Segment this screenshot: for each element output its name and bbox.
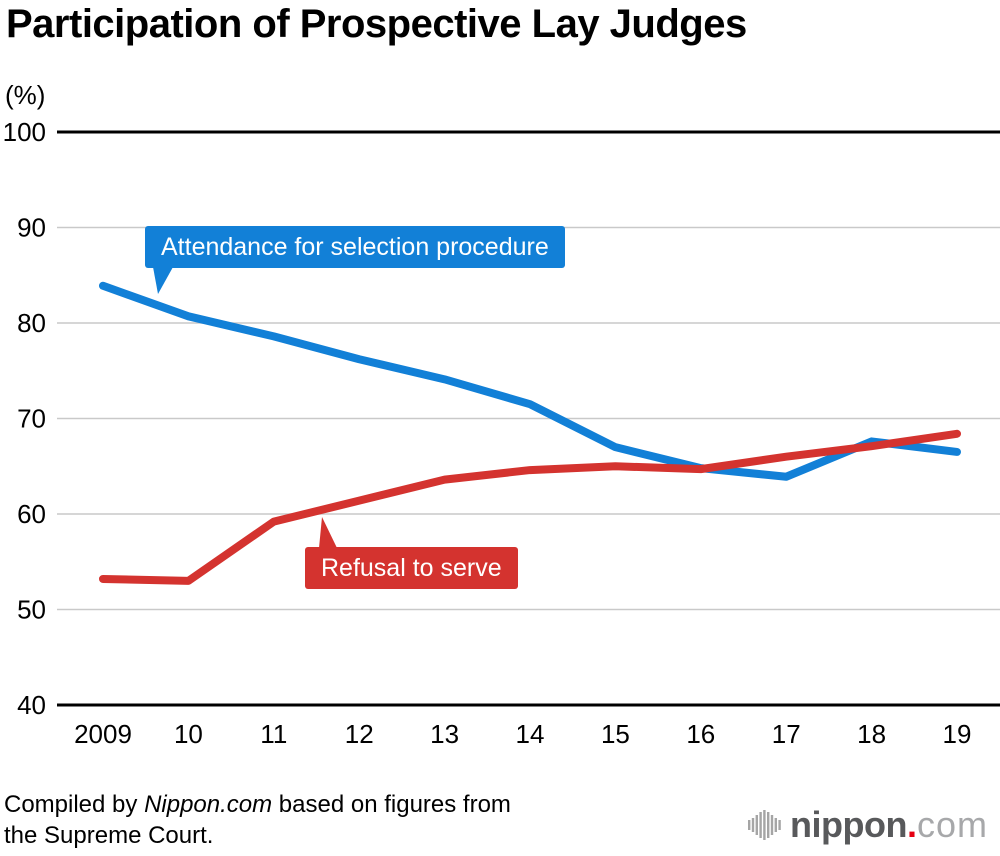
source-note-line2: the Supreme Court. <box>4 822 214 849</box>
x-tick-label: 11 <box>260 719 287 749</box>
x-tick-label: 19 <box>943 719 972 749</box>
x-tick-label: 2009 <box>74 719 132 749</box>
x-tick-label: 13 <box>430 719 459 749</box>
source-note-prefix: Compiled by <box>4 791 145 818</box>
series-label-refusal-text: Refusal to serve <box>321 554 502 582</box>
nippon-logo-dot: . <box>906 804 917 845</box>
y-tick-label: 60 <box>17 499 46 529</box>
series-line-0 <box>99 281 961 481</box>
y-tick-label: 90 <box>17 213 46 243</box>
y-tick-label: 40 <box>17 690 46 720</box>
x-tick-label: 14 <box>516 719 545 749</box>
x-tick-label: 10 <box>174 719 203 749</box>
y-tick-label: 100 <box>3 117 46 147</box>
nippon-logo: nippon. com <box>748 804 988 846</box>
y-tick-label: 80 <box>17 308 46 338</box>
x-tick-label: 12 <box>345 719 374 749</box>
chart-title: Participation of Prospective Lay Judges <box>6 2 747 46</box>
series-line-1 <box>99 429 961 585</box>
callout-tail-down <box>153 267 173 294</box>
x-tick-label: 18 <box>857 719 886 749</box>
nippon-logo-tld: com <box>916 804 988 845</box>
nippon-logo-name: nippon <box>790 804 907 845</box>
y-axis-unit-label: (%) <box>5 80 46 110</box>
callout-tail-up <box>319 517 337 548</box>
series-label-attendance: Attendance for selection procedure <box>145 226 565 294</box>
x-tick-label: 17 <box>772 719 801 749</box>
source-note-suffix: based on figures from <box>272 791 511 818</box>
series-label-attendance-text: Attendance for selection procedure <box>161 233 549 261</box>
x-tick-label: 15 <box>601 719 630 749</box>
source-note-brand: Nippon.com <box>144 791 273 818</box>
source-note: Compiled by Nippon.com based on figures … <box>4 789 564 851</box>
x-tick-label: 16 <box>686 719 715 749</box>
series-label-refusal: Refusal to serve <box>305 517 518 589</box>
y-tick-label: 50 <box>17 595 46 625</box>
y-tick-label: 70 <box>17 404 46 434</box>
waveform-bars-icon <box>748 810 781 840</box>
